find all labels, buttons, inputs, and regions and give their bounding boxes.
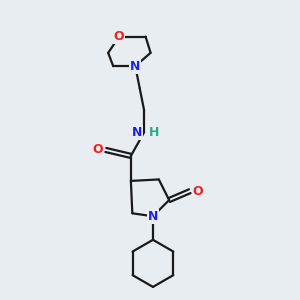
Text: O: O xyxy=(92,143,103,157)
Text: N: N xyxy=(130,60,140,73)
Text: N: N xyxy=(132,126,142,139)
Text: N: N xyxy=(148,210,158,223)
Text: H: H xyxy=(148,126,159,139)
Text: O: O xyxy=(193,185,203,198)
Text: O: O xyxy=(114,30,124,43)
